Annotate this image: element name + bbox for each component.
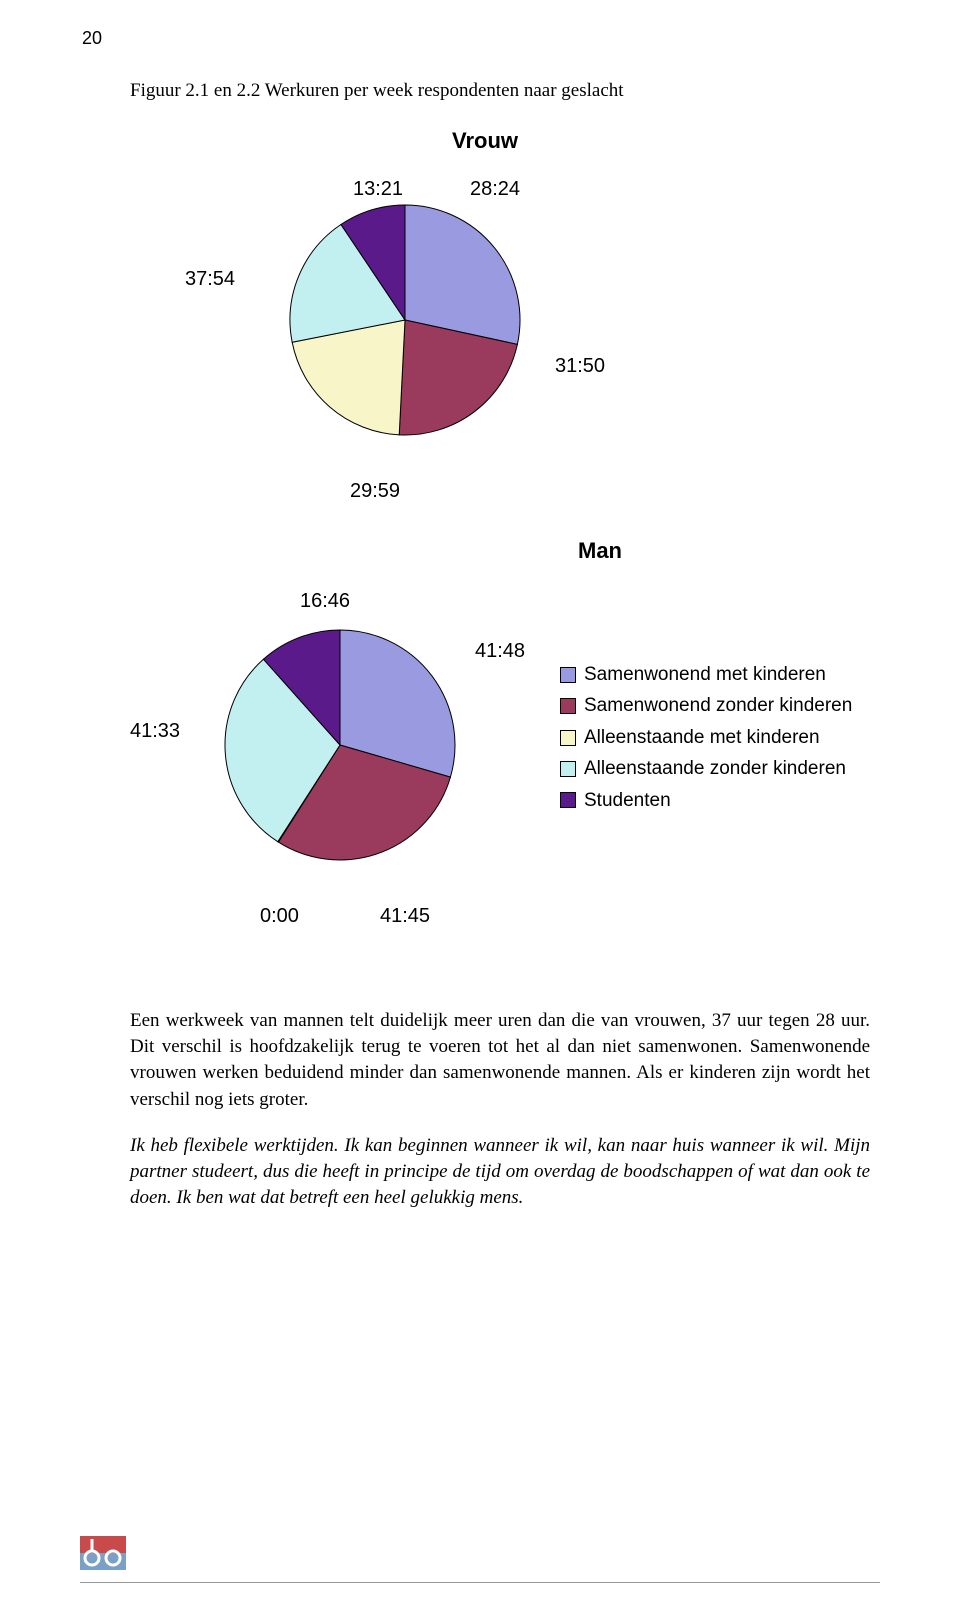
legend-label: Alleenstaande zonder kinderen (584, 754, 846, 783)
logo-icon (80, 1536, 126, 1575)
legend-swatch (560, 698, 576, 714)
legend-swatch (560, 761, 576, 777)
chart-title-vrouw: Vrouw (385, 128, 585, 154)
legend-label: Alleenstaande met kinderen (584, 723, 820, 752)
pie-chart-vrouw (286, 201, 524, 439)
body-text: Een werkweek van mannen telt duidelijk m… (130, 1008, 870, 1232)
legend-row: Samenwonend met kinderen (560, 660, 852, 689)
legend-row: Alleenstaande zonder kinderen (560, 754, 852, 783)
legend-row: Studenten (560, 786, 852, 815)
slice-label: 13:21 (353, 178, 403, 201)
slice-label: 28:24 (470, 178, 520, 201)
slice-label: 41:45 (380, 905, 430, 928)
slice-label: 0:00 (260, 905, 299, 928)
legend-row: Samenwonend zonder kinderen (560, 691, 852, 720)
legend-label: Samenwonend zonder kinderen (584, 691, 852, 720)
legend-label: Studenten (584, 786, 671, 815)
legend-swatch (560, 730, 576, 746)
legend-swatch (560, 667, 576, 683)
slice-label: 41:48 (475, 640, 525, 663)
slice-label: 31:50 (555, 355, 605, 378)
page-number: 20 (82, 28, 102, 49)
slice-label: 37:54 (185, 268, 235, 291)
paragraph-quote: Ik heb flexibele werktijden. Ik kan begi… (130, 1133, 870, 1212)
slice-label: 16:46 (300, 590, 350, 613)
legend: Samenwonend met kinderenSamenwonend zond… (560, 660, 852, 817)
paragraph: Een werkweek van mannen telt duidelijk m… (130, 1008, 870, 1113)
legend-label: Samenwonend met kinderen (584, 660, 826, 689)
slice-label: 41:33 (130, 720, 180, 743)
slice-label: 29:59 (350, 480, 400, 503)
figure-caption: Figuur 2.1 en 2.2 Werkuren per week resp… (130, 80, 624, 102)
legend-row: Alleenstaande met kinderen (560, 723, 852, 752)
chart-title-man: Man (500, 538, 700, 564)
legend-swatch (560, 792, 576, 808)
pie-chart-man (221, 626, 459, 864)
footer-divider (80, 1582, 880, 1583)
